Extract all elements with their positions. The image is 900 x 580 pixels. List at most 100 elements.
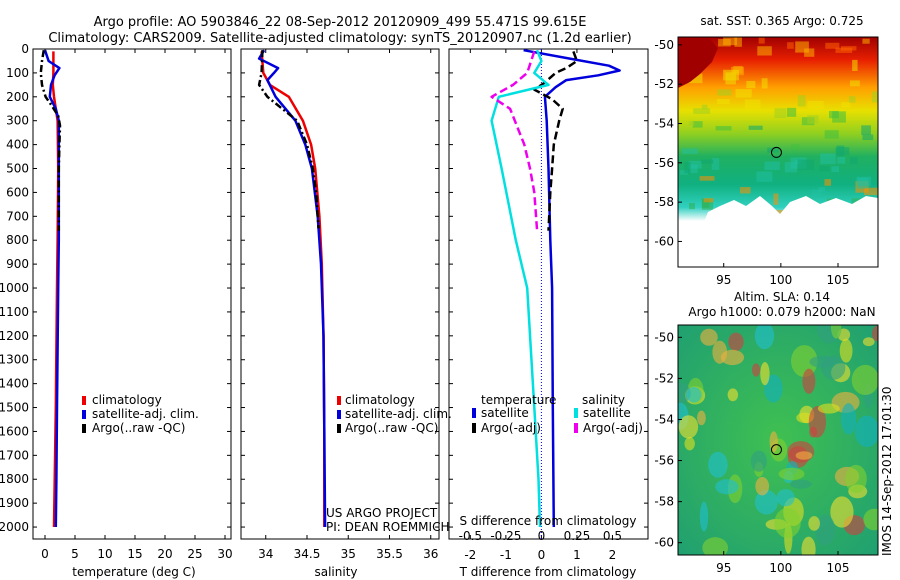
- y-tick-label: 1600: [0, 424, 29, 438]
- legend-label-climatology: climatology: [345, 393, 415, 407]
- sla-texture-cell: [686, 386, 702, 403]
- series-line-climatology: [260, 51, 326, 527]
- y-tick-label: 400: [6, 138, 29, 152]
- sst-texture-cell: [717, 89, 732, 96]
- s-tick-label: 0.25: [564, 529, 591, 543]
- legend-label-s-argo: Argo(-adj): [583, 421, 643, 435]
- map-x-tick-label: 100: [769, 273, 792, 287]
- map-x-tick-label: 105: [827, 273, 850, 287]
- sla-texture-cell: [845, 464, 867, 494]
- legend-label-satellite-adj: satellite-adj. clim.: [92, 407, 199, 421]
- sla-texture-cell: [830, 496, 854, 528]
- sst-texture-cell: [700, 159, 714, 164]
- map-x-tick-label: 100: [769, 561, 792, 575]
- legend-label-t-argo: Argo(-adj): [481, 421, 541, 435]
- sla-texture-cell: [815, 514, 836, 546]
- legend-swatch-argo: [82, 424, 86, 433]
- sst-texture-cell: [807, 100, 824, 110]
- pi-annotation-project: US ARGO PROJECT: [326, 506, 438, 520]
- sst-texture-cell: [797, 159, 815, 170]
- sst-texture-cell: [831, 166, 839, 173]
- sst-texture-cell: [735, 89, 752, 98]
- series-line-argo-raw-qc-: [257, 50, 320, 229]
- sst-texture-cell: [784, 162, 797, 173]
- sst-texture-cell: [818, 187, 826, 193]
- figure-title-line1: Argo profile: AO 5903846_22 08-Sep-2012 …: [94, 15, 587, 30]
- sst-texture-cell: [811, 189, 823, 198]
- sst-texture-cell: [758, 37, 765, 44]
- sla-texture-cell: [760, 362, 770, 386]
- legend-label-argo: Argo(..raw -QC): [345, 421, 438, 435]
- sst-texture-cell: [791, 144, 800, 151]
- legend-swatch-s-argo: [574, 423, 578, 433]
- sst-map-title: sat. SST: 0.365 Argo: 0.725: [700, 14, 863, 28]
- sst-texture-cell: [824, 130, 839, 139]
- sst-texture-cell: [807, 115, 819, 124]
- map-y-tick-label: -54: [654, 116, 674, 130]
- sst-texture-cell: [761, 78, 768, 89]
- legend-swatch-satellite-adj: [337, 410, 341, 419]
- x-tick-label: 30: [217, 547, 232, 561]
- figure-title-line2: Climatology: CARS2009. Satellite-adjuste…: [48, 31, 631, 46]
- sla-texture-cell: [684, 437, 695, 451]
- map-y-tick-label: -58: [654, 495, 674, 509]
- sla-texture-cell: [755, 476, 770, 496]
- map-y-tick-label: -56: [654, 156, 674, 170]
- sst-texture-cell: [773, 193, 779, 205]
- legend-title-temperature: temperature: [481, 393, 556, 407]
- series-line-satellite-adj-clim-: [43, 49, 61, 528]
- sst-texture-cell: [824, 179, 832, 186]
- y-tick-label: 1500: [0, 401, 29, 415]
- sst-texture-cell: [787, 42, 794, 49]
- sla-texture-cell: [751, 363, 761, 377]
- legend-swatch-climatology: [82, 396, 86, 405]
- x-tick-label: 35.5: [376, 547, 403, 561]
- sst-texture-cell: [841, 102, 851, 108]
- sst-texture-cell: [764, 161, 780, 171]
- x-tick-label: 5: [71, 547, 79, 561]
- sla-texture-cell: [700, 328, 718, 346]
- sst-texture-cell: [837, 156, 846, 164]
- salinity-panel: 34 34.5 35 35.5 36 climatology satellite-adj…: [240, 48, 452, 579]
- y-tick-label: 2000: [0, 520, 29, 534]
- sla-texture-cell: [769, 431, 778, 453]
- map-y-tick-label: -54: [654, 412, 674, 426]
- sst-texture-cell: [850, 80, 860, 87]
- sst-texture-cell: [804, 48, 815, 57]
- sla-texture-cell: [854, 415, 878, 448]
- sla-texture-cell: [790, 479, 812, 489]
- sla-map: Altim. SLA: 0.14 Argo h1000: 0.079 h2000…: [654, 290, 879, 575]
- sst-map-frame: [677, 36, 879, 268]
- sst-texture-cell: [825, 42, 840, 49]
- y-tick-label: 800: [6, 233, 29, 247]
- sla-texture-cell: [809, 426, 818, 438]
- map-x-tick-label: 95: [716, 273, 731, 287]
- sla-texture-cell: [840, 403, 857, 435]
- sla-texture-cell: [696, 410, 706, 426]
- sst-texture-cell: [857, 177, 869, 189]
- x-tick-label: 35: [341, 547, 356, 561]
- sst-texture-cell: [734, 37, 742, 47]
- sla-texture-cell: [802, 368, 816, 394]
- sla-texture-cell: [774, 507, 801, 538]
- map-x-tick-label: 95: [716, 561, 731, 575]
- sst-map: sat. SST: 0.365 Argo: 0.725 95 100 105 -50 -…: [654, 14, 879, 287]
- sla-texture-cell: [764, 374, 783, 403]
- sst-texture-cell: [692, 121, 703, 128]
- sst-missing-data-area: [678, 196, 878, 267]
- sla-texture-cell: [795, 451, 813, 460]
- sst-texture-cell: [718, 39, 731, 47]
- sst-land-coast: [678, 37, 718, 88]
- sst-texture-cell: [688, 121, 695, 126]
- legend-swatch-climatology: [337, 396, 341, 405]
- sst-texture-cell: [699, 176, 715, 181]
- sla-texture-cell: [720, 349, 745, 366]
- sst-texture-cell: [711, 158, 720, 170]
- difference-axes-frame: [448, 48, 649, 540]
- sst-texture-cell: [748, 125, 763, 130]
- sla-texture-cell: [790, 345, 818, 378]
- sla-texture-cell: [715, 479, 739, 495]
- y-tick-label: 100: [6, 66, 29, 80]
- sst-texture-cell: [756, 171, 773, 182]
- legend-title-salinity: salinity: [582, 393, 625, 407]
